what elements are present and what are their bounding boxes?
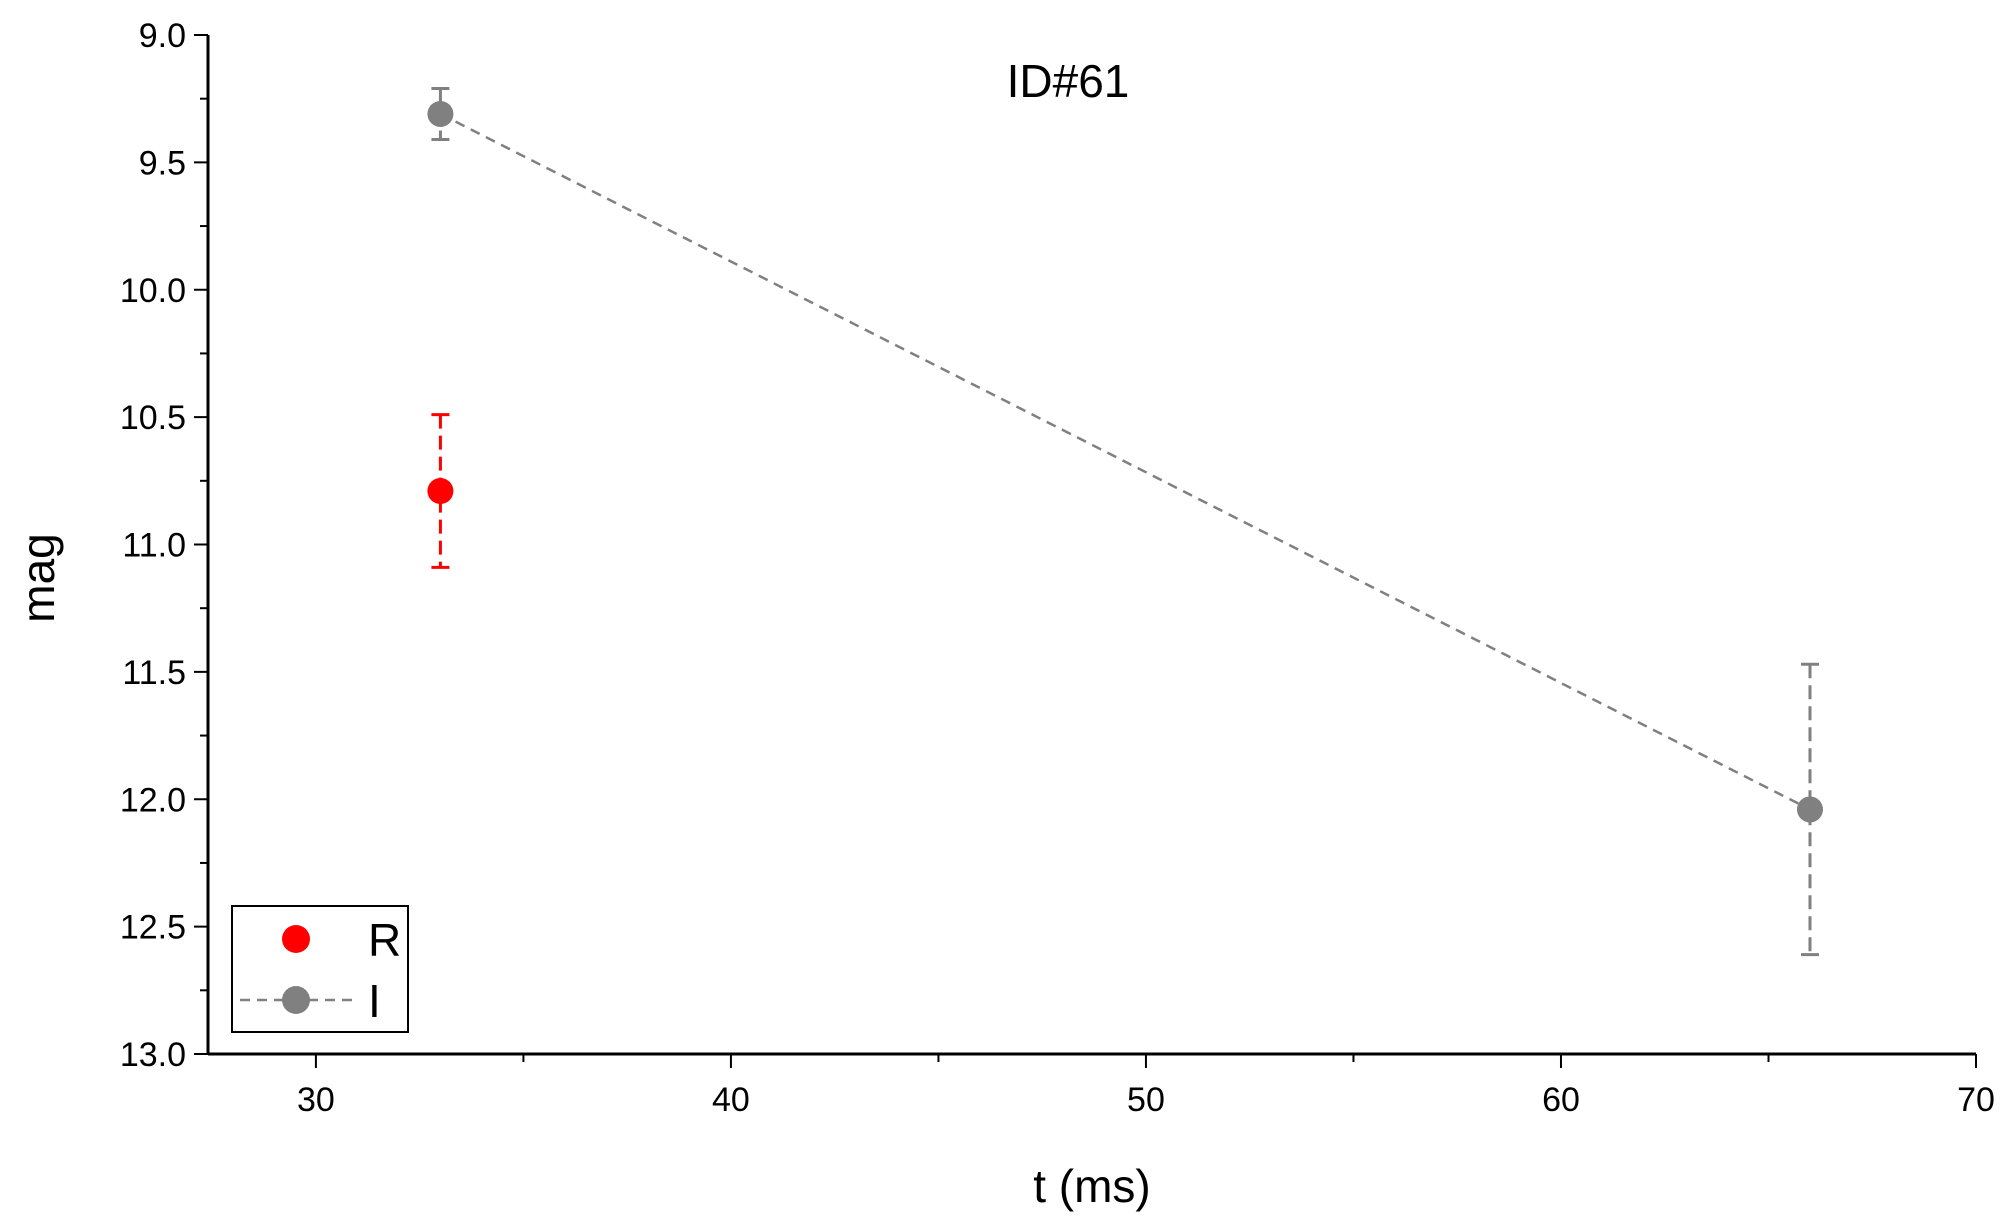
- data-point: [427, 478, 454, 505]
- data-point: [427, 100, 454, 127]
- y-tick-label: 10.0: [120, 272, 186, 310]
- chart-title: ID#61: [1007, 55, 1130, 107]
- legend-marker: [282, 925, 310, 953]
- x-axis: 30 40 50 60 70: [297, 1054, 1995, 1119]
- y-axis: 9.0 9.5 10.0 10.5 11.0 11.5 12.0 12.5 13.0: [120, 17, 208, 1074]
- legend-label: R: [368, 914, 401, 966]
- legend: RI: [231, 905, 409, 1033]
- x-tick-label: 60: [1542, 1081, 1580, 1119]
- plot-frame: [206, 35, 1976, 1056]
- x-tick-label: 70: [1957, 1081, 1995, 1119]
- y-tick-label: 12.5: [120, 909, 186, 947]
- y-tick-label: 9.5: [139, 144, 186, 182]
- legend-box: [231, 905, 409, 1033]
- series-line: [439, 112, 1811, 811]
- x-tick-label: 40: [712, 1081, 750, 1119]
- y-axis-title: mag: [12, 533, 64, 622]
- y-tick-label: 13.0: [120, 1036, 186, 1074]
- legend-label: I: [368, 975, 381, 1027]
- y-tick-label: 12.0: [120, 781, 186, 819]
- data-point: [1796, 796, 1823, 823]
- series-R: [427, 413, 454, 569]
- y-tick-label: 9.0: [139, 17, 186, 55]
- y-tick-label: 10.5: [120, 399, 186, 437]
- x-tick-label: 30: [297, 1081, 335, 1119]
- x-axis-title: t (ms): [1033, 1160, 1151, 1212]
- y-tick-label: 11.5: [122, 654, 186, 692]
- x-tick-label: 50: [1127, 1081, 1165, 1119]
- series-layer: [427, 86, 1823, 957]
- legend-marker: [282, 986, 310, 1014]
- y-tick-label: 11.0: [122, 527, 186, 565]
- series-I: [427, 86, 1823, 957]
